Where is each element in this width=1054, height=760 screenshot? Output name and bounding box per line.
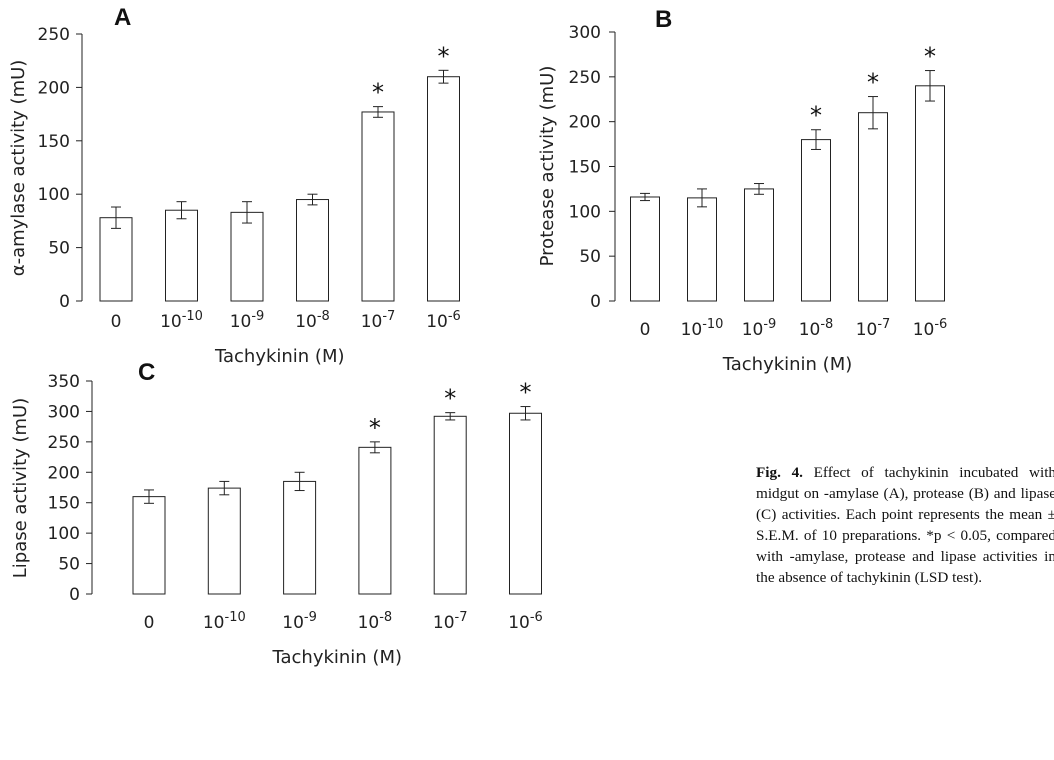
bar-0 xyxy=(99,217,133,302)
y-tick-label: 100 xyxy=(48,524,80,544)
x-axis-label: Tachykinin (M) xyxy=(271,647,402,668)
x-tick-label-0: 0 xyxy=(111,312,122,332)
x-tick-label-2: 10-9 xyxy=(742,317,777,340)
x-tick-label-0: 0 xyxy=(144,613,155,633)
bar-1 xyxy=(687,197,717,302)
y-tick-label: 100 xyxy=(569,202,601,222)
y-tick-label: 200 xyxy=(569,113,601,133)
y-tick-label: 100 xyxy=(38,185,70,205)
y-tick-label: 150 xyxy=(569,158,601,178)
bar-1 xyxy=(207,487,241,595)
panel-letter: B xyxy=(655,6,672,33)
bar-3 xyxy=(358,446,392,595)
bar-2 xyxy=(744,188,774,302)
bar-3 xyxy=(296,199,329,302)
y-tick-label: 250 xyxy=(48,433,80,453)
bar-0 xyxy=(132,496,166,595)
x-tick-label-3: 10-8 xyxy=(358,610,393,633)
bar-4 xyxy=(433,415,467,595)
significance-star-3: * xyxy=(369,414,381,442)
y-tick-label: 150 xyxy=(48,494,80,514)
x-tick-label-5: 10-6 xyxy=(508,610,543,633)
y-axis-label: Lipase activity (mU) xyxy=(10,398,31,578)
x-tick-label-2: 10-9 xyxy=(230,309,265,332)
y-tick-label: 300 xyxy=(569,23,601,43)
x-tick-label-2: 10-9 xyxy=(282,610,317,633)
y-tick-label: 350 xyxy=(48,372,80,392)
panel-letter: A xyxy=(114,4,131,31)
x-tick-label-5: 10-6 xyxy=(426,309,461,332)
bar-4 xyxy=(858,112,888,302)
y-tick-label: 250 xyxy=(38,25,70,45)
y-tick-label: 50 xyxy=(48,239,70,259)
bar-2 xyxy=(230,211,264,302)
bar-5 xyxy=(427,76,460,302)
x-tick-label-1: 10-10 xyxy=(160,309,203,332)
y-tick-label: 50 xyxy=(579,247,601,267)
x-tick-label-4: 10-7 xyxy=(361,309,396,332)
y-axis-label: α-amylase activity (mU) xyxy=(8,60,29,277)
y-tick-label: 0 xyxy=(69,585,80,605)
x-tick-label-1: 10-10 xyxy=(203,610,246,633)
chart-panel-b: 0 50 100 150 200 250 300 0 10-10 10-9 * 10-8 * 10-7 * 1… xyxy=(537,6,947,375)
y-tick-label: 50 xyxy=(58,555,80,575)
caption-label: Fig. 4. xyxy=(756,464,803,481)
significance-star-5: * xyxy=(924,43,936,71)
y-axis-label: Protease activity (mU) xyxy=(537,66,558,267)
x-axis-label: Tachykinin (M) xyxy=(722,354,853,375)
y-tick-label: 200 xyxy=(38,78,70,98)
significance-star-5: * xyxy=(438,42,450,70)
y-tick-label: 150 xyxy=(38,132,70,152)
figure-caption: Fig. 4. Effect of tachykinin incubated w… xyxy=(756,462,1054,592)
caption-text: Effect of tachykinin incubated with midg… xyxy=(756,464,1054,586)
significance-star-3: * xyxy=(810,102,822,130)
bar-0 xyxy=(630,196,660,302)
x-tick-label-1: 10-10 xyxy=(681,317,724,340)
significance-star-5: * xyxy=(520,379,532,407)
chart-panel-c: 0 50 100 150 200 250 300 350 0 10-10 10-9 * 10-8 * 10-… xyxy=(10,359,543,668)
x-tick-label-3: 10-8 xyxy=(799,317,834,340)
bar-1 xyxy=(165,209,198,302)
x-tick-label-5: 10-6 xyxy=(913,317,948,340)
bar-5 xyxy=(915,85,945,302)
bar-2 xyxy=(283,480,317,595)
x-tick-label-4: 10-7 xyxy=(856,317,891,340)
y-tick-label: 200 xyxy=(48,463,80,483)
y-tick-label: 250 xyxy=(569,68,601,88)
bar-3 xyxy=(801,139,831,302)
panel-letter: C xyxy=(138,359,155,386)
significance-star-4: * xyxy=(867,69,879,97)
x-tick-label-4: 10-7 xyxy=(433,610,468,633)
significance-star-4: * xyxy=(444,385,456,413)
y-tick-label: 0 xyxy=(59,292,70,312)
bar-5 xyxy=(509,412,542,595)
significance-star-4: * xyxy=(372,79,384,107)
x-tick-label-0: 0 xyxy=(640,320,651,340)
chart-panel-a: 0 50 100 150 200 250 0 10-10 10-9 10-8 * 10-7 * 10-6 T… xyxy=(8,4,461,367)
bar-4 xyxy=(361,111,395,302)
y-tick-label: 0 xyxy=(590,292,601,312)
x-axis-label: Tachykinin (M) xyxy=(214,346,345,367)
y-tick-label: 300 xyxy=(48,402,80,422)
x-tick-label-3: 10-8 xyxy=(295,309,330,332)
